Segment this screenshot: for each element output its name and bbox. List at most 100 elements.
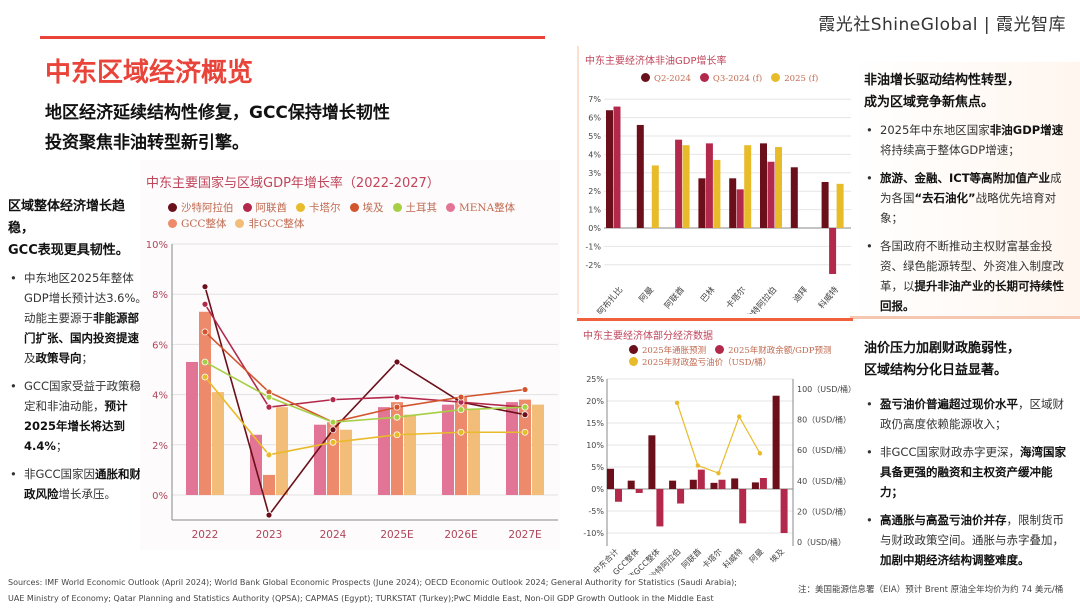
y2-tick-label: 20（USD/桶）	[797, 506, 851, 516]
text: 战略优先培育对象；	[880, 191, 1057, 225]
point-breakeven-oil-price	[757, 451, 763, 456]
bold-text: 提升非油产业的长期可持续性回报。	[880, 279, 1064, 313]
y-tick-label: 4%	[588, 150, 601, 159]
bar-2025年财政余额/GDP预测	[718, 479, 726, 489]
text: 各国政府不断推动主权财富基金投资、绿色能源转型、外资准入制度改革，以	[880, 239, 1064, 293]
bar-Q2-2024	[606, 110, 613, 228]
right-top-text-panel: 非油增长驱动结构性转型， 成为区域竞争新焦点。 2025年中东地区国家非油GDP…	[850, 62, 1080, 318]
non-oil-gdp-chart: 中东主要经济体非油GDP增长率 Q2-2024 Q3-2024 (f) 2025 (…	[577, 46, 851, 314]
left-bullets: 中东地区2025年整体GDP增长预计达3.6%。动能主要源于非能源部门扩张、国内…	[8, 268, 148, 504]
legend-swatch	[446, 203, 455, 212]
legend-item: 沙特阿拉伯	[168, 200, 234, 216]
point-土耳其	[329, 418, 337, 426]
legend-item: 埃及	[349, 200, 384, 216]
y-tick-label: 2%	[152, 441, 168, 452]
bold-text: “去石油化”	[914, 191, 976, 205]
bullet-item: 盈亏油价普遍超过现价水平，区域财政仍高度依赖能源收入；	[864, 394, 1074, 434]
text: ，限制货币与财政政策空间。通胀与赤字叠加，	[880, 513, 1064, 547]
line-卡塔尔	[204, 376, 525, 456]
y-tick-label: 0%	[588, 224, 601, 233]
bar-非GCC整体	[276, 407, 288, 495]
bar-2025年通胀预测	[772, 395, 780, 489]
point-卡塔尔	[329, 438, 337, 446]
bold-text: 旅游、金融、ICT等高附加值产业	[880, 171, 1051, 185]
text: 2025年中东地区国家	[880, 123, 990, 137]
x-tick-label: 2027E	[508, 529, 541, 541]
point-沙特阿拉伯	[201, 283, 209, 291]
bold-text: 非油GDP增速	[989, 123, 1064, 137]
economic-data-chart: 中东主要经济体部分经济数据 2025年通胀预测 2025年财政余额/GDP预测20…	[577, 318, 853, 575]
y2-tick-label: 0（USD/桶）	[797, 537, 846, 547]
bullet-item: GCC国家受益于政策稳定和非油动能，预计2025年增长将达到4.4%；	[8, 376, 148, 456]
text: 非GCC国家因	[24, 467, 95, 481]
bar-2025年通胀预测	[627, 480, 635, 489]
legend-label: Q2-2024	[654, 74, 691, 84]
y-tick-label: 15%	[586, 419, 604, 428]
legend-item: 土耳其	[392, 200, 437, 216]
x-tick-label: 2026E	[444, 529, 477, 541]
bar-GCC整体	[263, 474, 275, 495]
x-tick-label: 2023	[256, 529, 283, 541]
brand-logo: 霞光社ShineGlobal | 霞光智库	[818, 15, 1066, 35]
sources-line-2: UAE Ministry of Economy; Qatar Planning …	[8, 594, 714, 603]
bar-2025年通胀预测	[751, 482, 759, 489]
point-breakeven-oil-price	[674, 400, 680, 405]
point-土耳其	[201, 358, 209, 366]
text: 中东地区2025年整体GDP增长预计达3.6%。动能主要源于	[24, 271, 147, 325]
bar-GCC整体	[391, 402, 403, 495]
y-tick-label: -2%	[585, 261, 601, 270]
legend-label: 沙特阿拉伯	[181, 202, 234, 214]
legend-item: Q2-2024	[641, 73, 691, 84]
bar-Q2-2024	[729, 178, 737, 228]
point-沙特阿拉伯	[329, 426, 337, 434]
x-tick-label: 迪拜	[791, 284, 811, 304]
bar-2025年通胀预测	[607, 468, 614, 489]
y-tick-label: -5%	[588, 507, 604, 516]
bar-MENA整体	[442, 404, 454, 495]
y-tick-label: -1%	[585, 242, 601, 251]
chart-legend: Q2-2024 Q3-2024 (f) 2025 (f)	[641, 73, 827, 84]
right-top-bullets: 2025年中东地区国家非油GDP增速将持续高于整体GDP增速； 旅游、金融、ICT…	[864, 120, 1080, 316]
bullet-item: 2025年中东地区国家非油GDP增速将持续高于整体GDP增速；	[864, 120, 1072, 160]
text: ；	[55, 439, 68, 453]
right-bottom-heading-1: 油价压力加剧财政脆弱性，	[864, 341, 1021, 356]
bold-text: 海湾国家具备更强的融资和主权资产缓冲能力；	[880, 445, 1066, 499]
bar-非GCC整体	[468, 409, 480, 495]
bullet-item: 旅游、金融、ICT等高附加值产业成为各国“去石油化”战略优先培育对象；	[864, 168, 1072, 228]
point-breakeven-oil-price	[695, 463, 700, 468]
bullet-item: 非GCC国家因通胀和财政风险增长承压。	[8, 464, 148, 504]
x-tick-label: 2024	[320, 529, 347, 541]
y2-tick-label: 80（USD/桶）	[797, 415, 851, 425]
line-沙特阿拉伯	[204, 286, 526, 517]
bar-Q2-2024	[698, 178, 706, 228]
point-沙特阿拉伯	[393, 358, 401, 366]
y-tick-label: 6%	[588, 114, 601, 123]
legend-item: 阿联酋	[242, 200, 287, 216]
legend-label: 2025年通胀预测	[642, 346, 707, 356]
bar-2025 (f)	[744, 145, 752, 228]
bar-Q3-2024 (f)	[767, 161, 775, 228]
legend-label: 2025年财政余额/GDP预测	[728, 346, 832, 356]
x-tick-label: 巴林	[698, 284, 718, 304]
chart-plot: 0% 2% 4% 6% 8% 10% 2022 2023 2024 2025E 2026E 2027E	[146, 240, 558, 541]
x-tick-label: 阿曼	[748, 547, 766, 565]
y-tick-label: 25%	[586, 375, 604, 384]
x-tick-label: 卡塔尔	[700, 546, 724, 570]
legend-swatch	[699, 73, 709, 82]
y-tick-label: 5%	[591, 463, 604, 472]
bar-Q3-2024 (f)	[736, 189, 744, 228]
legend-swatch	[715, 345, 725, 354]
point-土耳其	[393, 413, 401, 421]
point-土耳其	[457, 406, 465, 414]
bar-2025年财政余额/GDP预测	[780, 489, 788, 533]
point-沙特阿拉伯	[521, 411, 529, 419]
legend-label: 卡塔尔	[309, 202, 341, 214]
y-tick-label: 8%	[152, 290, 168, 301]
legend-swatch	[641, 73, 650, 82]
footnote: 注：美国能源信息署（EIA）预计 Brent 原油全年均价为约 74 美元/桶	[798, 585, 1064, 595]
x-tick-label: 阿曼	[638, 285, 657, 305]
legend-swatch	[296, 203, 305, 212]
point-卡塔尔	[393, 431, 401, 439]
legend-item: GCC整体	[168, 216, 226, 232]
bar-MENA整体	[314, 424, 326, 495]
